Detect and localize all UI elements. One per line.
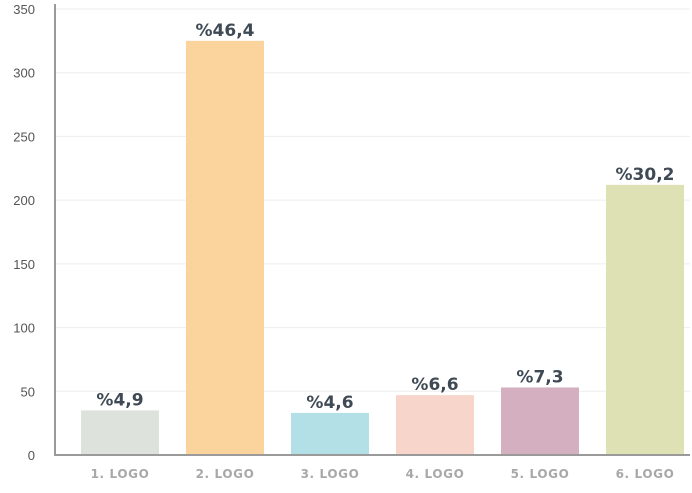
x-tick-label: 4. LOGO	[406, 467, 465, 481]
data-label: %4,9	[96, 390, 143, 410]
x-tick-label: 1. LOGO	[91, 467, 150, 481]
data-label: %6,6	[411, 375, 458, 395]
data-label: %4,6	[306, 393, 353, 413]
x-tick-label: 5. LOGO	[511, 467, 570, 481]
x-tick-label: 6. LOGO	[616, 467, 675, 481]
y-tick-label: 200	[13, 193, 35, 208]
data-label: %46,4	[196, 21, 255, 41]
data-label: %30,2	[616, 165, 675, 185]
bars	[81, 40, 684, 455]
y-tick-labels: 0 50 100 150 200 250 300 350	[13, 2, 35, 463]
bar	[606, 184, 684, 455]
y-tick-label: 250	[13, 129, 35, 144]
y-tick-label: 300	[13, 66, 35, 81]
grid-lines	[55, 8, 690, 392]
bar	[291, 412, 369, 455]
data-label: %7,3	[516, 367, 563, 387]
x-tick-label: 3. LOGO	[301, 467, 360, 481]
axes	[54, 4, 690, 456]
bar	[396, 395, 474, 455]
y-tick-label: 50	[21, 384, 35, 399]
bar	[186, 40, 264, 455]
x-tick-label: 2. LOGO	[196, 467, 255, 481]
y-tick-label: 100	[13, 321, 35, 336]
x-tick-labels: 1. LOGO 2. LOGO 3. LOGO 4. LOGO 5. LOGO 6. LO…	[91, 467, 675, 481]
bar	[81, 410, 159, 455]
y-tick-label: 350	[13, 2, 35, 17]
data-labels: %4,9 %46,4 %4,6 %6,6 %7,3 %30,2	[96, 21, 674, 413]
y-tick-label: 0	[28, 448, 35, 463]
bar	[501, 387, 579, 455]
y-tick-label: 150	[13, 257, 35, 272]
